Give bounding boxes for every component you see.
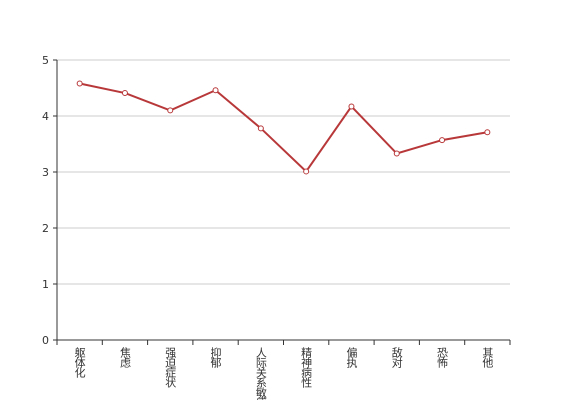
point — [439, 137, 446, 144]
point — [303, 168, 310, 175]
point — [167, 107, 174, 114]
x-tick-label: 敌对 — [390, 346, 403, 368]
point — [484, 129, 491, 136]
x-tick-label: 抑郁 — [209, 346, 222, 368]
point — [76, 80, 83, 87]
y-tick-label: 2 — [42, 222, 49, 235]
x-tick-label: 人际关系敏感 — [254, 347, 267, 400]
x-tick-label: 偏执 — [345, 346, 358, 369]
y-tick-label: 4 — [42, 110, 49, 123]
line — [79, 82, 488, 173]
x-tick-label: 躯体化 — [73, 347, 86, 379]
point — [121, 90, 128, 97]
point — [257, 125, 264, 132]
y-tick-label: 0 — [42, 334, 49, 347]
y-tick-label: 3 — [42, 166, 49, 179]
x-tick-label: 恐怖 — [436, 347, 449, 368]
x-tick-label: 其他 — [481, 347, 494, 368]
y-tick-label: 1 — [42, 278, 49, 291]
y-tick-label: 5 — [42, 54, 49, 67]
x-tick-label: 焦虑 — [118, 347, 131, 368]
x-tick-label: 强迫症状 — [164, 347, 177, 388]
point — [348, 103, 355, 110]
point — [212, 87, 219, 94]
point — [393, 150, 400, 157]
x-tick-label: 精神病性 — [300, 347, 313, 389]
